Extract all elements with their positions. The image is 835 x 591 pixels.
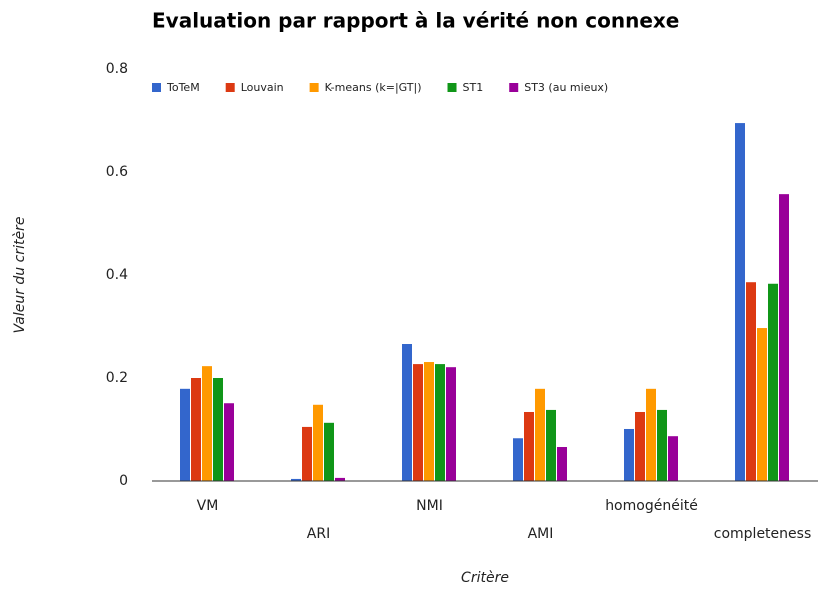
legend-swatch	[309, 83, 319, 92]
bar	[735, 123, 745, 481]
bar	[646, 388, 656, 481]
legend-swatch	[447, 83, 457, 92]
bar	[779, 194, 789, 481]
y-tick-label: 0.6	[106, 164, 128, 180]
x-tick-label: NMI	[416, 498, 443, 514]
bar	[435, 364, 445, 481]
legend-label: K-means (k=|GT|)	[325, 81, 422, 94]
bar	[546, 409, 556, 481]
legend-label: ST3 (au mieux)	[524, 81, 608, 94]
legend-swatch	[509, 83, 519, 92]
bar	[413, 364, 423, 481]
x-tick-label: homogénéité	[605, 498, 698, 514]
bar	[446, 367, 456, 481]
y-axis-title: Valeur du critère	[12, 217, 28, 334]
y-tick-label: 0.2	[106, 370, 128, 386]
bar	[535, 388, 545, 481]
bar	[557, 447, 567, 481]
x-tick-label: VM	[197, 498, 219, 514]
bar	[757, 328, 767, 481]
bar	[768, 283, 778, 481]
bar	[180, 388, 190, 481]
bar	[291, 478, 301, 481]
bar	[635, 411, 645, 481]
legend-swatch	[152, 83, 161, 92]
bar	[213, 378, 223, 481]
legend-label: ToTeM	[166, 81, 200, 94]
bar	[624, 428, 634, 481]
bar	[224, 403, 234, 481]
legend-swatch	[225, 83, 235, 92]
x-axis-title: Critère	[461, 570, 509, 586]
bar	[335, 477, 345, 481]
bar	[202, 366, 212, 481]
bar	[657, 409, 667, 481]
y-tick-label: 0.8	[106, 61, 128, 77]
x-tick-label: completeness	[714, 526, 811, 542]
y-tick-label: 0.4	[106, 267, 128, 283]
legend-label: ST1	[463, 81, 484, 94]
bar	[424, 362, 434, 481]
legend-label: Louvain	[241, 81, 284, 94]
bar	[746, 282, 756, 481]
y-tick-label: 0	[119, 473, 128, 489]
bar	[302, 426, 312, 481]
x-tick-label: AMI	[528, 526, 554, 542]
bar	[402, 344, 412, 481]
bar	[191, 378, 201, 481]
bar	[513, 438, 523, 481]
bar	[668, 436, 678, 481]
bar	[524, 411, 534, 481]
bar	[324, 422, 334, 481]
chart-title: Evaluation par rapport à la vérité non c…	[152, 9, 679, 33]
bar	[313, 404, 323, 481]
x-tick-label: ARI	[307, 526, 330, 542]
